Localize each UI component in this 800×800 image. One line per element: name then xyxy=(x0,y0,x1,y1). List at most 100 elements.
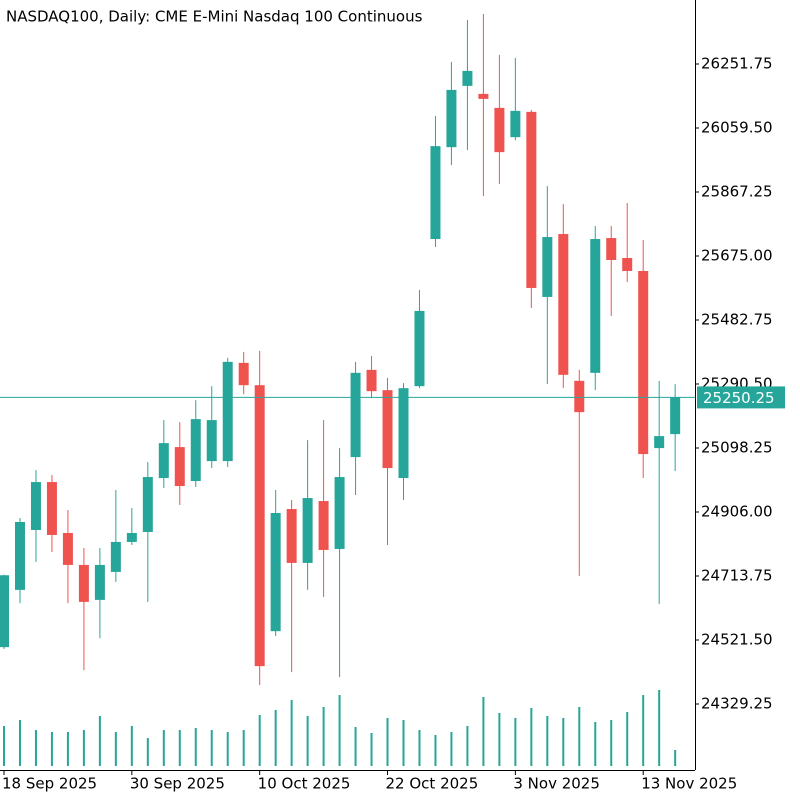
candle-body xyxy=(158,443,169,479)
volume-bar xyxy=(3,726,5,766)
last-price-box xyxy=(697,386,785,409)
candle-body xyxy=(14,521,25,590)
volume-bar xyxy=(226,732,229,766)
x-tick-label: 30 Sep 2025 xyxy=(130,775,225,793)
candle-body xyxy=(542,237,553,297)
candle-body xyxy=(126,532,137,542)
volume-bar xyxy=(18,720,21,766)
candle-body xyxy=(494,107,505,153)
candle-body xyxy=(206,420,217,462)
y-tick-label: 24329.25 xyxy=(701,695,773,713)
y-tick-label: 25675.00 xyxy=(701,247,773,265)
candle-body xyxy=(526,111,537,288)
volume-bar xyxy=(370,733,373,766)
volume-bar xyxy=(594,722,597,766)
candle-body xyxy=(366,369,377,392)
x-tick-label: 13 Nov 2025 xyxy=(641,775,737,793)
x-tick-label: 18 Sep 2025 xyxy=(2,775,97,793)
volume-bar xyxy=(210,730,213,766)
candle-body xyxy=(350,372,361,458)
volume-bar xyxy=(338,695,341,766)
y-tick-label: 25098.25 xyxy=(701,439,773,457)
volume-bar xyxy=(626,712,629,766)
volume-bar xyxy=(306,716,309,766)
volume-bar xyxy=(162,730,165,766)
volume-bar xyxy=(578,707,581,766)
volume-bar xyxy=(610,720,613,766)
y-tick-label: 26059.50 xyxy=(701,119,773,137)
volume-bar xyxy=(434,735,437,766)
candle-body xyxy=(446,89,457,148)
volume-bar xyxy=(178,730,181,766)
volume-bar xyxy=(50,732,53,766)
chart-title: NASDAQ100, Daily: CME E-Mini Nasdaq 100 … xyxy=(6,8,423,26)
candle-body xyxy=(670,397,681,435)
volume-bar xyxy=(530,708,533,766)
volume-bar xyxy=(498,713,501,766)
volume-bar xyxy=(466,726,469,766)
y-tick-label: 24713.75 xyxy=(701,567,773,585)
candle-body xyxy=(590,239,601,373)
volume-bar xyxy=(546,716,549,766)
volume-bar xyxy=(514,718,517,766)
candle-body xyxy=(462,70,473,86)
candle-body xyxy=(510,110,521,138)
candle-body xyxy=(286,509,297,563)
candle-body xyxy=(334,477,345,549)
volume-bar xyxy=(322,707,325,766)
volume-bar xyxy=(450,732,453,766)
candle-body xyxy=(382,390,393,469)
x-tick-label: 10 Oct 2025 xyxy=(258,775,351,793)
volume-bar xyxy=(130,726,133,766)
candle-body xyxy=(414,310,425,387)
candle-body xyxy=(78,564,89,602)
y-tick-label: 24521.50 xyxy=(701,631,773,649)
candle-body xyxy=(46,482,57,535)
x-tick-label: 22 Oct 2025 xyxy=(386,775,479,793)
candle-body xyxy=(254,385,265,667)
volume-bar xyxy=(402,720,405,766)
candle-body xyxy=(318,501,329,550)
y-tick-label: 24906.00 xyxy=(701,503,773,521)
candle-body xyxy=(30,482,41,530)
candle-body xyxy=(142,477,153,532)
candle-body xyxy=(558,234,569,375)
plot xyxy=(0,13,681,766)
x-tick-label: 3 Nov 2025 xyxy=(513,775,600,793)
volume-bar xyxy=(674,750,677,766)
volume-bar xyxy=(146,738,149,766)
candle-body xyxy=(174,447,185,487)
candle-body xyxy=(238,362,249,386)
candle-body xyxy=(62,532,73,565)
candle-body xyxy=(478,93,489,99)
candle-body xyxy=(94,564,105,600)
y-tick-label: 25867.25 xyxy=(701,183,773,201)
candle-body xyxy=(190,419,201,482)
candle-body xyxy=(398,388,409,479)
volume-bar xyxy=(354,727,357,766)
volume-bar xyxy=(194,728,197,766)
candle-body xyxy=(606,238,617,260)
volume-bar xyxy=(274,710,277,766)
volume-bar xyxy=(66,732,69,766)
candle-body xyxy=(430,146,441,240)
volume-bar xyxy=(114,732,117,766)
volume-bar xyxy=(642,695,645,766)
volume-bar xyxy=(258,715,261,766)
candle-body xyxy=(574,380,585,413)
volume-bar xyxy=(386,718,389,766)
candle-body xyxy=(110,541,121,572)
last-price-label: 25250.25 xyxy=(703,389,775,407)
volume-bar xyxy=(658,690,661,766)
volume-bar xyxy=(34,730,37,766)
y-tick-label: 25482.75 xyxy=(701,311,773,329)
volume-bar xyxy=(418,730,421,766)
volume-bar xyxy=(82,730,85,766)
volume-bar xyxy=(98,716,101,766)
candle-body xyxy=(222,361,233,462)
candle-body xyxy=(638,270,649,455)
y-tick-label: 26251.75 xyxy=(701,55,773,73)
candle-body xyxy=(270,513,281,632)
candle-body xyxy=(654,436,665,449)
